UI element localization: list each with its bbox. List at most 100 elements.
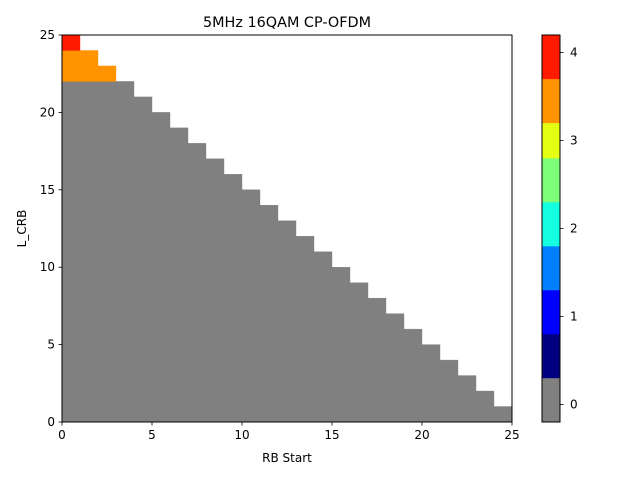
x-tick-label: 25 [504, 428, 519, 442]
heatmap-cell [223, 251, 243, 268]
heatmap-cell [259, 406, 279, 423]
heatmap-cell [151, 205, 171, 221]
heatmap-cell [79, 282, 99, 299]
y-tick-label: 15 [40, 183, 55, 197]
heatmap-cell [115, 375, 135, 392]
heatmap-cell [205, 328, 225, 345]
heatmap-cell [97, 189, 117, 206]
heatmap-cell [97, 127, 117, 144]
heatmap-cell [79, 158, 99, 175]
colorbar-segment [541, 122, 561, 159]
heatmap-cell [385, 359, 405, 376]
heatmap-cell [187, 158, 207, 175]
heatmap-cell [259, 205, 279, 221]
colorbar-tick-label: 3 [570, 134, 578, 148]
heatmap-cell [277, 236, 297, 252]
heatmap-cell [61, 282, 81, 299]
heatmap-cell [223, 267, 243, 283]
heatmap-cell [97, 375, 117, 392]
heatmap-cell [223, 390, 243, 407]
heatmap-cell [241, 205, 261, 221]
heatmap-cell [331, 375, 351, 392]
heatmap-cell [151, 359, 171, 376]
heatmap-cell [79, 390, 99, 407]
heatmap-cell [277, 390, 297, 407]
heatmap-cell [151, 251, 171, 268]
heatmap-cell [97, 406, 117, 423]
heatmap-cell [79, 112, 99, 129]
heatmap-cell [151, 112, 171, 129]
heatmap-cell [367, 313, 387, 330]
x-tick-label: 0 [58, 428, 66, 442]
heatmap-cell [133, 375, 153, 392]
heatmap-cell [349, 297, 369, 314]
heatmap-cell [205, 344, 225, 361]
heatmap-cell [223, 282, 243, 299]
heatmap-cell [133, 96, 153, 113]
heatmap-cell [115, 81, 135, 98]
heatmap-cell [277, 406, 297, 423]
heatmap-cell [313, 344, 333, 361]
heatmap-cell [97, 205, 117, 221]
heatmap-cell [385, 328, 405, 345]
heatmap-cell [187, 143, 207, 160]
heatmap-cell [61, 251, 81, 268]
heatmap-cell [241, 390, 261, 407]
heatmap-cell [61, 205, 81, 221]
heatmap-cell [295, 344, 315, 361]
heatmap-cell [367, 375, 387, 392]
heatmap-cell [169, 282, 189, 299]
heatmap-cell [61, 297, 81, 314]
heatmap-cell [367, 297, 387, 314]
y-axis: 0 5 10 15 20 25 [40, 28, 62, 429]
heatmap-cell [295, 328, 315, 345]
heatmap-cell [97, 282, 117, 299]
heatmap-cell [187, 205, 207, 221]
heatmap-cell [97, 174, 117, 191]
heatmap-cell [61, 158, 81, 175]
heatmap-cell [313, 313, 333, 330]
y-tick-label: 5 [47, 338, 55, 352]
heatmap-cell [115, 390, 135, 407]
heatmap-cell [205, 390, 225, 407]
heatmap-cell [331, 344, 351, 361]
heatmap-cell [403, 390, 423, 407]
heatmap-cell [367, 359, 387, 376]
x-tick-label: 10 [234, 428, 249, 442]
heatmap-cell [205, 297, 225, 314]
y-axis-label: L_CRB [15, 210, 29, 248]
heatmap-cell [295, 297, 315, 314]
heatmap-cell [133, 174, 153, 191]
heatmap-cell [259, 390, 279, 407]
heatmap-cell [187, 267, 207, 283]
heatmap-cell [421, 375, 441, 392]
colorbar: 0 1 2 3 4 [541, 34, 578, 423]
heatmap-cell [115, 189, 135, 206]
heatmap-cell [223, 220, 243, 237]
heatmap-cell [97, 297, 117, 314]
heatmap-cell [61, 50, 81, 67]
heatmap-cell [79, 174, 99, 191]
heatmap-cell [259, 251, 279, 268]
heatmap-cell [151, 189, 171, 206]
heatmap-cell [115, 158, 135, 175]
heatmap-cell [277, 282, 297, 299]
heatmap-cell [97, 81, 117, 98]
heatmap-cell [187, 344, 207, 361]
heatmap-cell [475, 406, 495, 423]
heatmap-cell [349, 406, 369, 423]
heatmap-cell [97, 65, 117, 82]
heatmap-cell [61, 344, 81, 361]
heatmap-cell [241, 359, 261, 376]
heatmap-cell [187, 282, 207, 299]
heatmap-cell [97, 390, 117, 407]
heatmap-cell [79, 328, 99, 345]
heatmap-cell [133, 189, 153, 206]
x-tick-label: 20 [414, 428, 429, 442]
colorbar-segment [541, 289, 561, 335]
heatmap-cell [115, 359, 135, 376]
heatmap-cell [169, 236, 189, 252]
heatmap-cell [205, 236, 225, 252]
x-tick-label: 15 [324, 428, 339, 442]
